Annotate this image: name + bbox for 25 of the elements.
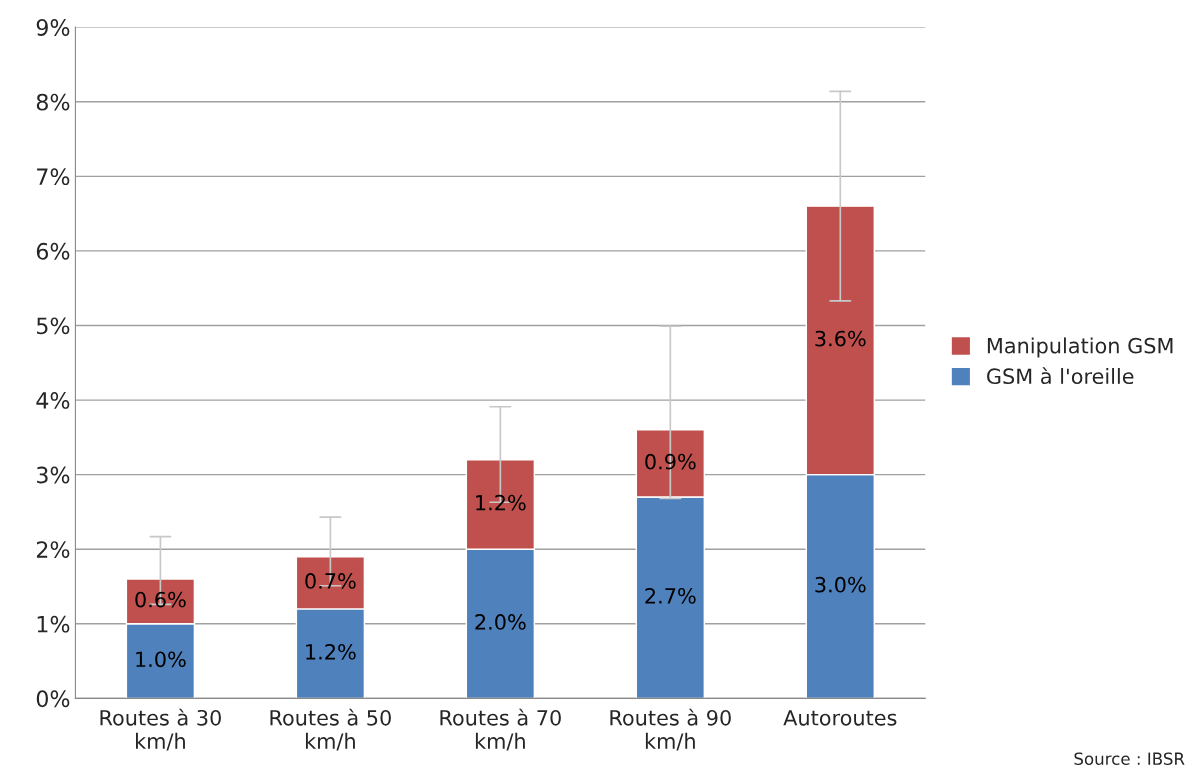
legend-label: Manipulation GSM <box>987 337 1173 358</box>
y-tick-label: 1% <box>37 615 70 633</box>
data-label: 3.0% <box>815 576 866 593</box>
y-tick-label: 9% <box>36 19 70 36</box>
data-label: 2.0% <box>475 614 526 630</box>
y-tick-label: 6% <box>36 242 70 260</box>
data-label: 2.7% <box>645 588 696 604</box>
y-tick-label: 0% <box>36 690 70 708</box>
data-label: 1.0% <box>136 651 186 668</box>
x-tick-label: Routes à 70 km/h <box>440 708 561 751</box>
y-tick-label: 8% <box>36 93 70 111</box>
y-tick-label: 3% <box>36 466 70 484</box>
x-tick-label: Routes à 30 km/h <box>100 708 221 751</box>
x-tick-label: Routes à 50 km/h <box>270 708 391 751</box>
y-tick-label: 7% <box>37 168 70 186</box>
data-label: 1.2% <box>306 643 356 660</box>
x-tick-label: Autoroutes <box>783 710 897 726</box>
legend-label: GSM à l'oreille <box>987 367 1134 385</box>
y-tick-label: 2% <box>36 541 70 558</box>
x-tick-label: Routes à 90 km/h <box>610 708 731 751</box>
data-label: 1.2% <box>476 494 526 511</box>
y-tick-label: 4% <box>36 392 70 409</box>
y-tick-label: 5% <box>37 317 70 335</box>
data-label: 3.6% <box>815 330 866 347</box>
source-note: Source : IBSR <box>1074 752 1185 766</box>
